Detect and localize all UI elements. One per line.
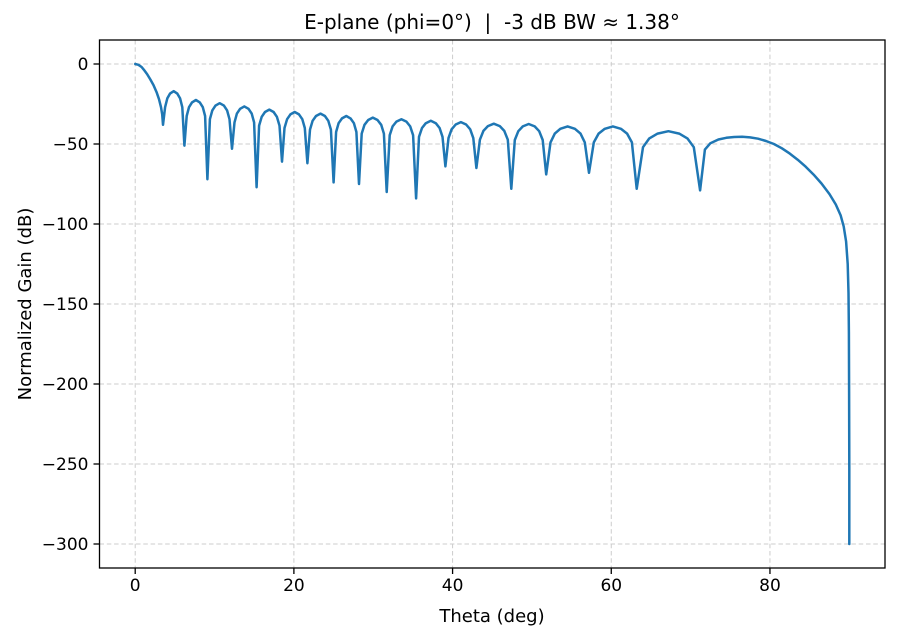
series-line (133, 62, 851, 546)
y-tick-label: 0 (78, 55, 89, 75)
y-axis-label: Normalized Gain (dB) (15, 208, 36, 401)
y-tick-label: −150 (42, 295, 89, 315)
x-tick-label: 60 (600, 576, 622, 596)
grid-layer (99, 40, 885, 568)
y-tick-label: −300 (42, 535, 89, 555)
y-tick-label: −200 (42, 375, 89, 395)
y-tick-label: −250 (42, 455, 89, 475)
axes-layer: 0 20 40 60 80 0 −50 −100 −150 −200 −250 −300 (42, 39, 886, 596)
x-axis-label: Theta (deg) (438, 606, 544, 627)
x-tick-label: 80 (759, 576, 781, 596)
x-tick-label: 40 (442, 576, 464, 596)
y-tick-label: −50 (53, 135, 89, 155)
chart-title: E-plane (phi=0°) | -3 dB BW ≈ 1.38° (304, 10, 680, 34)
x-tick-label: 0 (130, 576, 141, 596)
series-layer (133, 62, 851, 546)
y-tick-label: −100 (42, 215, 89, 235)
x-tick-label: 20 (283, 576, 305, 596)
